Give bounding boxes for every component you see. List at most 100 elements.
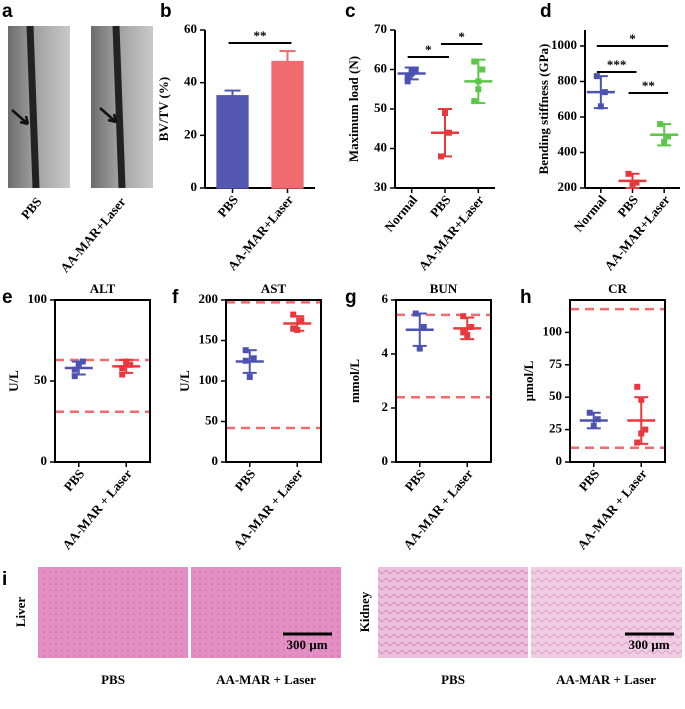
histology-image (191, 567, 341, 658)
significance-label: * (425, 42, 432, 57)
data-point (119, 365, 126, 372)
data-point (471, 58, 478, 65)
data-point (468, 324, 475, 330)
y-tick-label: 40 (374, 139, 387, 154)
organ-label: Kidney (357, 591, 372, 632)
group-label: PBS (441, 672, 465, 687)
y-tick-label: 60 (374, 60, 387, 75)
panel-letter: e (2, 287, 13, 308)
y-tick-label: 6 (382, 291, 389, 306)
bar (216, 95, 249, 189)
panel-letter: h (520, 287, 532, 308)
data-point (246, 373, 253, 380)
y-axis-label: mmol/L (347, 359, 362, 403)
chart-title: ALT (90, 281, 116, 296)
chart-title: BUN (430, 281, 458, 296)
data-point (460, 313, 467, 320)
histology-image (531, 567, 682, 658)
data-point (404, 74, 411, 81)
axes-frame (569, 299, 666, 463)
significance-label: * (458, 29, 465, 44)
scale-label: 300 µm (286, 637, 327, 652)
data-point (71, 373, 78, 380)
significance-label: *** (607, 57, 627, 72)
xray-image (91, 25, 153, 189)
data-point (250, 355, 257, 362)
axes-frame (225, 299, 322, 463)
bar (271, 60, 304, 189)
organ-label: Liver (13, 597, 28, 628)
histology-image (378, 567, 528, 658)
data-point (460, 329, 467, 336)
y-tick-label: 600 (558, 108, 578, 123)
y-tick-label: 150 (199, 331, 219, 346)
x-tick-label: PBS (61, 466, 88, 494)
panel-letter: b (160, 1, 172, 22)
y-axis-label: BV/TV (%) (156, 77, 171, 141)
data-point (594, 416, 601, 423)
xray-image (8, 25, 70, 189)
y-tick-label: 0 (556, 453, 563, 468)
data-point (71, 366, 78, 373)
y-tick-label: 50 (205, 412, 218, 427)
data-point (479, 66, 486, 73)
y-tick-label: 200 (558, 179, 578, 194)
y-axis-label: µmol/L (521, 360, 536, 401)
y-tick-label: 25 (549, 421, 563, 436)
x-tick-label: Normal (571, 192, 610, 235)
data-point (412, 66, 419, 73)
image-label: AA-MAR+Laser (57, 194, 129, 275)
image-label: PBS (18, 194, 45, 222)
data-point (404, 78, 411, 85)
y-tick-label: 50 (34, 372, 47, 387)
y-tick-label: 20 (184, 126, 197, 141)
scale-label: 300 µm (628, 637, 669, 652)
histology-image (38, 567, 188, 658)
chart-title: AST (261, 281, 287, 296)
data-point (127, 361, 134, 368)
data-point (420, 324, 427, 330)
group-label: AA-MAR + Laser (216, 672, 316, 687)
data-point (290, 311, 297, 318)
data-point (634, 439, 641, 446)
x-tick-label: PBS (614, 192, 641, 220)
x-tick-label: PBS (232, 466, 259, 494)
data-point (634, 383, 641, 390)
axes-frame (395, 299, 492, 463)
x-tick-label: PBS (214, 192, 241, 220)
significance-label: ** (254, 28, 267, 43)
y-tick-label: 50 (374, 100, 387, 115)
y-tick-label: 0 (382, 453, 389, 468)
y-tick-label: 400 (558, 143, 578, 158)
data-point (119, 371, 126, 378)
y-tick-label: 70 (374, 21, 387, 36)
y-tick-label: 4 (382, 345, 389, 360)
y-tick-label: 0 (41, 453, 48, 468)
panel-letter: d (540, 1, 552, 22)
y-axis-label: U/L (6, 370, 21, 392)
data-point (298, 317, 305, 324)
x-tick-label: PBS (427, 192, 454, 220)
axes-frame (54, 299, 151, 463)
x-tick-label: PBS (576, 466, 603, 494)
x-tick-label: PBS (402, 466, 429, 494)
y-tick-label: 100 (543, 323, 563, 338)
data-point (642, 426, 649, 433)
y-axis-label: Bending stiffness (GPa) (536, 44, 551, 175)
chart-title: CR (608, 281, 627, 296)
y-axis-label: U/L (177, 370, 192, 392)
data-point (290, 325, 297, 332)
y-axis-label: Maximum load (N) (346, 56, 361, 162)
panel-letter: c (345, 1, 356, 22)
y-tick-label: 100 (28, 291, 48, 306)
y-tick-label: 40 (184, 74, 197, 89)
panel-letter: a (2, 1, 13, 22)
y-tick-label: 200 (199, 291, 219, 306)
y-tick-label: 30 (374, 179, 387, 194)
significance-label: * (629, 31, 636, 46)
y-tick-label: 75 (549, 356, 563, 371)
y-tick-label: 0 (212, 453, 219, 468)
y-tick-label: 0 (191, 179, 198, 194)
y-tick-label: 2 (382, 399, 389, 414)
